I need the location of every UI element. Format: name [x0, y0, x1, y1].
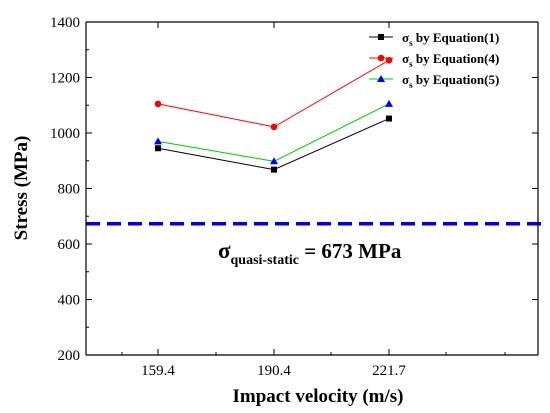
x-tick-label-1: 159.4 — [141, 363, 175, 379]
legend-label-subscript: s — [409, 59, 413, 69]
y-tick-label-1000: 1000 — [50, 126, 80, 142]
series-2-point-1 — [154, 100, 162, 108]
legend: σs by Equation(1)σs by Equation(4)σs by … — [369, 30, 499, 90]
legend-label-subscript: s — [409, 38, 413, 48]
legend-label-subscript: s — [409, 80, 413, 90]
series-1-point-3 — [386, 115, 392, 122]
x-axis-title: Impact velocity (m/s) — [233, 386, 404, 407]
legend-label-text: by Equation(5) — [413, 72, 500, 87]
axes: 200 400 600 800 1000 1200 1400 159.4 190.4 221.7 — [50, 15, 539, 379]
y-tick-label-200: 200 — [58, 348, 81, 364]
series-3-point-3 — [385, 99, 393, 107]
reference-line-label: σquasi-static = 673 MPa — [218, 238, 402, 268]
legend-label-symbol: σ — [402, 30, 409, 45]
legend-label-text: by Equation(4) — [413, 51, 500, 66]
series-3-point-1 — [154, 137, 162, 145]
reference-label-symbol: σ — [218, 238, 231, 263]
series-3-point-2 — [270, 157, 278, 165]
legend-marker-3 — [377, 75, 385, 82]
y-tick-label-600: 600 — [58, 237, 81, 253]
y-tick-label-800: 800 — [58, 182, 81, 198]
x-tick-label-2: 190.4 — [257, 363, 291, 379]
legend-label-1: σs by Equation(1) — [402, 30, 499, 48]
y-tick-label-400: 400 — [58, 293, 81, 309]
plot-area — [86, 56, 542, 226]
y-tick-label-1400: 1400 — [50, 15, 80, 31]
legend-label-symbol: σ — [402, 51, 409, 66]
legend-marker-2 — [377, 54, 385, 62]
series-1-point-1 — [155, 145, 161, 152]
x-tick-label-3: 221.7 — [372, 363, 406, 379]
series-2-point-2 — [270, 123, 278, 131]
reference-label-text: = 673 MPa — [299, 239, 402, 263]
series-1-point-2 — [271, 166, 277, 173]
reference-label-subscript: quasi-static — [231, 253, 299, 268]
legend-label-text: by Equation(1) — [413, 30, 500, 45]
legend-label-3: σs by Equation(5) — [402, 72, 499, 90]
legend-label-symbol: σ — [402, 72, 409, 87]
series-2-point-3 — [385, 56, 393, 64]
y-tick-label-1200: 1200 — [50, 71, 80, 87]
legend-marker-1 — [378, 34, 384, 40]
y-axis-title: Stress (MPa) — [11, 136, 32, 241]
legend-label-2: σs by Equation(4) — [402, 51, 499, 69]
